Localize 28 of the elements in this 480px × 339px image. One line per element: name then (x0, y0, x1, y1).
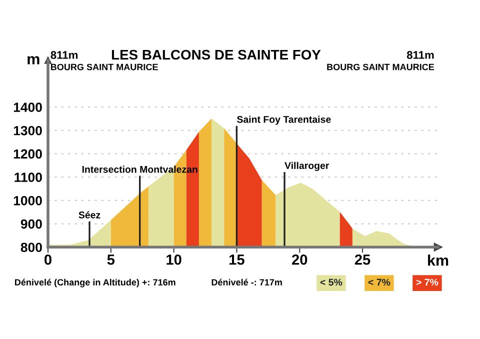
text: < 7% (368, 278, 390, 286)
y-axis-title: m (28, 56, 40, 64)
chart-title: LES BALCONS DE SAINTE FOY (112, 50, 321, 60)
y-tick-label: 1100 (14, 172, 42, 182)
ref-line-label: Séez (78, 211, 100, 218)
x-tick-label: 15 (230, 254, 244, 265)
text: 811m (50, 51, 78, 59)
y-tick-label: 1000 (14, 196, 42, 206)
annotation: BOURG SAINT MAURICE (327, 64, 434, 70)
y-tick-label: 800 (20, 242, 42, 252)
annotation: BOURG SAINT MAURICE (51, 64, 158, 70)
x-tick-label: 0 (44, 254, 52, 265)
y-tick-label: 1300 (14, 126, 42, 136)
text: Dénivelé (Change in Altitude) +: 716m (15, 278, 176, 288)
y-tick-label: 900 (20, 219, 42, 229)
y-tick-label: 1200 (14, 149, 42, 159)
x-tick-label: 10 (166, 254, 182, 265)
ref-line-label: Saint Foy Tarentaise (236, 116, 331, 125)
x-tick-label: 25 (354, 254, 370, 265)
text: 811m (406, 51, 434, 59)
text: < 5% (320, 278, 342, 286)
x-tick-label: 20 (292, 254, 308, 265)
x-tick-label: 5 (107, 254, 115, 265)
x-axis-title: km (428, 254, 448, 266)
text: > 7% (416, 278, 438, 286)
y-tick-label: 1400 (14, 102, 42, 112)
ref-line-label: Villaroger (284, 162, 330, 171)
text: Dénivelé -: 717m (212, 278, 282, 286)
